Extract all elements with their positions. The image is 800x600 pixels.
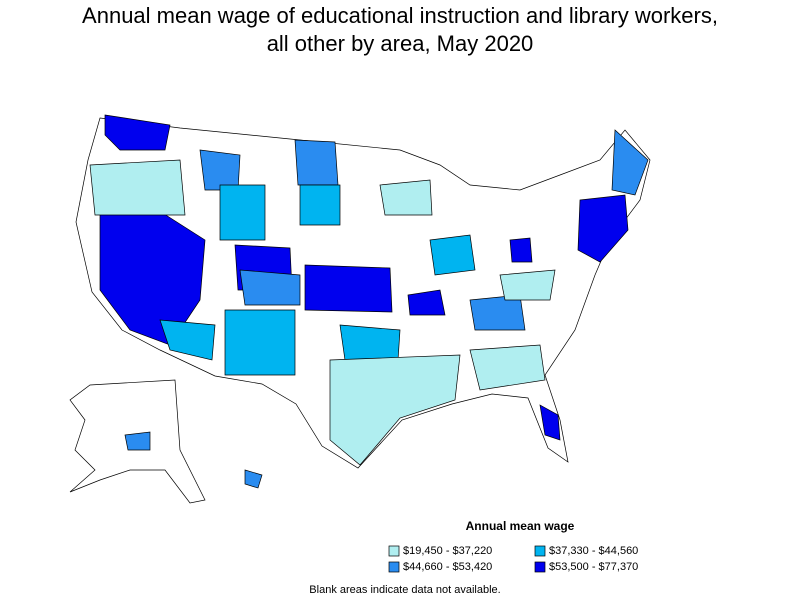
region [469, 294, 526, 331]
region [199, 149, 241, 191]
legend: $19,450 - $37,220 $37,330 - $44,560 $44,66… [388, 545, 638, 573]
legend-label: $44,660 - $53,420 [403, 561, 492, 573]
legend-swatch [388, 561, 400, 573]
legend-label: $19,450 - $37,220 [403, 545, 492, 557]
legend-label: $37,330 - $44,560 [549, 545, 638, 557]
region [224, 309, 296, 376]
region [499, 269, 556, 301]
region [577, 194, 629, 263]
legend-swatch [388, 545, 400, 557]
region [124, 431, 151, 451]
legend-title: Annual mean wage [466, 519, 575, 533]
region [329, 354, 461, 466]
footnote: Blank areas indicate data not available. [309, 584, 500, 596]
region [304, 264, 393, 313]
region [89, 159, 186, 216]
region [104, 114, 171, 151]
region [469, 344, 546, 391]
region [159, 319, 216, 361]
legend-swatch [534, 545, 546, 557]
region [611, 129, 649, 196]
region [219, 184, 266, 241]
region [379, 179, 433, 216]
legend-swatch [534, 561, 546, 573]
region [539, 404, 561, 441]
region [339, 324, 401, 361]
region [407, 289, 446, 316]
region [429, 234, 476, 276]
region [244, 469, 263, 489]
region [299, 184, 341, 226]
region [294, 139, 339, 186]
region [239, 269, 301, 306]
map-title: Annual mean wage of educational instruct… [82, 3, 718, 56]
legend-label: $53,500 - $77,370 [549, 561, 638, 573]
region [509, 237, 533, 263]
regions [89, 114, 649, 489]
